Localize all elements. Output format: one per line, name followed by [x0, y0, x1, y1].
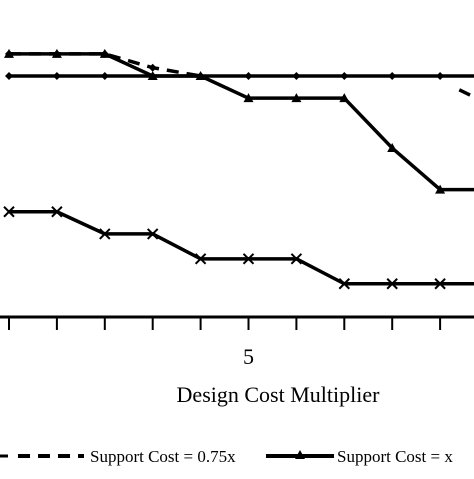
- legend-triangle-marker: [295, 450, 305, 459]
- diamond-dashed-point-3: [148, 63, 157, 72]
- triangle-solid-line: [9, 52, 474, 192]
- triangle-solid-point-3: [147, 71, 158, 81]
- x-solid-point-5: [242, 253, 255, 265]
- diamond-solid-point-6: [292, 72, 301, 81]
- series-diamond-dashed: [5, 49, 474, 99]
- x-solid-point-4: [194, 253, 207, 265]
- x-solid-point-0: [3, 206, 15, 218]
- series-triangle-solid: [4, 48, 474, 194]
- legend: Support Cost = 0.75x Support Cost = x: [0, 447, 453, 466]
- legend-label-support-cost-075x: Support Cost = 0.75x: [90, 447, 236, 466]
- diamond-dashed-tail-line: [458, 88, 474, 99]
- diamond-solid-point-9: [436, 72, 445, 81]
- x-solid-point-1: [51, 206, 63, 218]
- triangle-solid-point-7: [339, 93, 350, 103]
- triangle-solid-point-9: [435, 184, 446, 194]
- diamond-solid-point-7: [340, 72, 349, 81]
- triangle-solid-point-0: [4, 48, 14, 58]
- x-solid-point-7: [338, 278, 351, 290]
- series-layer: [3, 48, 474, 290]
- x-solid-line: [9, 209, 474, 286]
- x-solid-point-2: [99, 228, 111, 240]
- triangle-solid-point-1: [51, 48, 62, 58]
- diamond-solid-point-5: [244, 72, 253, 81]
- x-solid-point-3: [146, 228, 159, 240]
- x-tick-label: 5: [243, 344, 254, 369]
- x-ticks-layer: 510: [8, 317, 442, 369]
- x-axis-title: Design Cost Multiplier: [177, 382, 381, 407]
- triangle-solid-point-6: [291, 93, 302, 103]
- triangle-solid-point-5: [243, 93, 254, 103]
- x-solid-point-8: [386, 278, 398, 290]
- diamond-solid-point-2: [100, 72, 109, 81]
- diamond-solid-point-1: [52, 72, 61, 81]
- series-diamond-solid: [5, 72, 474, 81]
- triangle-solid-point-8: [387, 143, 398, 153]
- triangle-solid-point-4: [195, 71, 206, 81]
- legend-label-support-cost-x: Support Cost = x: [337, 447, 453, 466]
- diamond-solid-point-0: [5, 72, 13, 81]
- x-solid-point-9: [434, 278, 446, 290]
- series-x-solid: [3, 206, 474, 290]
- triangle-solid-point-2: [99, 48, 110, 58]
- x-solid-point-6: [290, 253, 303, 265]
- diamond-solid-point-8: [388, 72, 397, 81]
